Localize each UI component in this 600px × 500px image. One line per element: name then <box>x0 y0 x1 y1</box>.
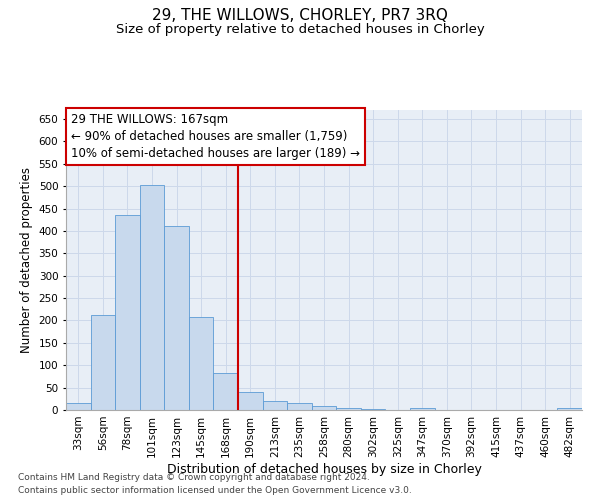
Text: Contains public sector information licensed under the Open Government Licence v3: Contains public sector information licen… <box>18 486 412 495</box>
Text: 29 THE WILLOWS: 167sqm
← 90% of detached houses are smaller (1,759)
10% of semi-: 29 THE WILLOWS: 167sqm ← 90% of detached… <box>71 113 360 160</box>
Bar <box>238 392 263 410</box>
X-axis label: Distribution of detached houses by size in Chorley: Distribution of detached houses by size … <box>167 462 481 475</box>
Bar <box>263 401 287 410</box>
Bar <box>410 408 434 410</box>
Bar <box>66 404 91 410</box>
Bar <box>214 373 238 410</box>
Bar <box>115 215 140 410</box>
Bar <box>287 404 312 410</box>
Bar <box>336 408 361 410</box>
Text: Size of property relative to detached houses in Chorley: Size of property relative to detached ho… <box>116 22 484 36</box>
Bar <box>189 318 214 410</box>
Bar <box>140 185 164 410</box>
Text: Contains HM Land Registry data © Crown copyright and database right 2024.: Contains HM Land Registry data © Crown c… <box>18 474 370 482</box>
Bar <box>164 226 189 410</box>
Y-axis label: Number of detached properties: Number of detached properties <box>20 167 33 353</box>
Bar <box>361 409 385 410</box>
Bar <box>312 406 336 410</box>
Bar <box>557 408 582 410</box>
Bar <box>91 315 115 410</box>
Text: 29, THE WILLOWS, CHORLEY, PR7 3RQ: 29, THE WILLOWS, CHORLEY, PR7 3RQ <box>152 8 448 22</box>
